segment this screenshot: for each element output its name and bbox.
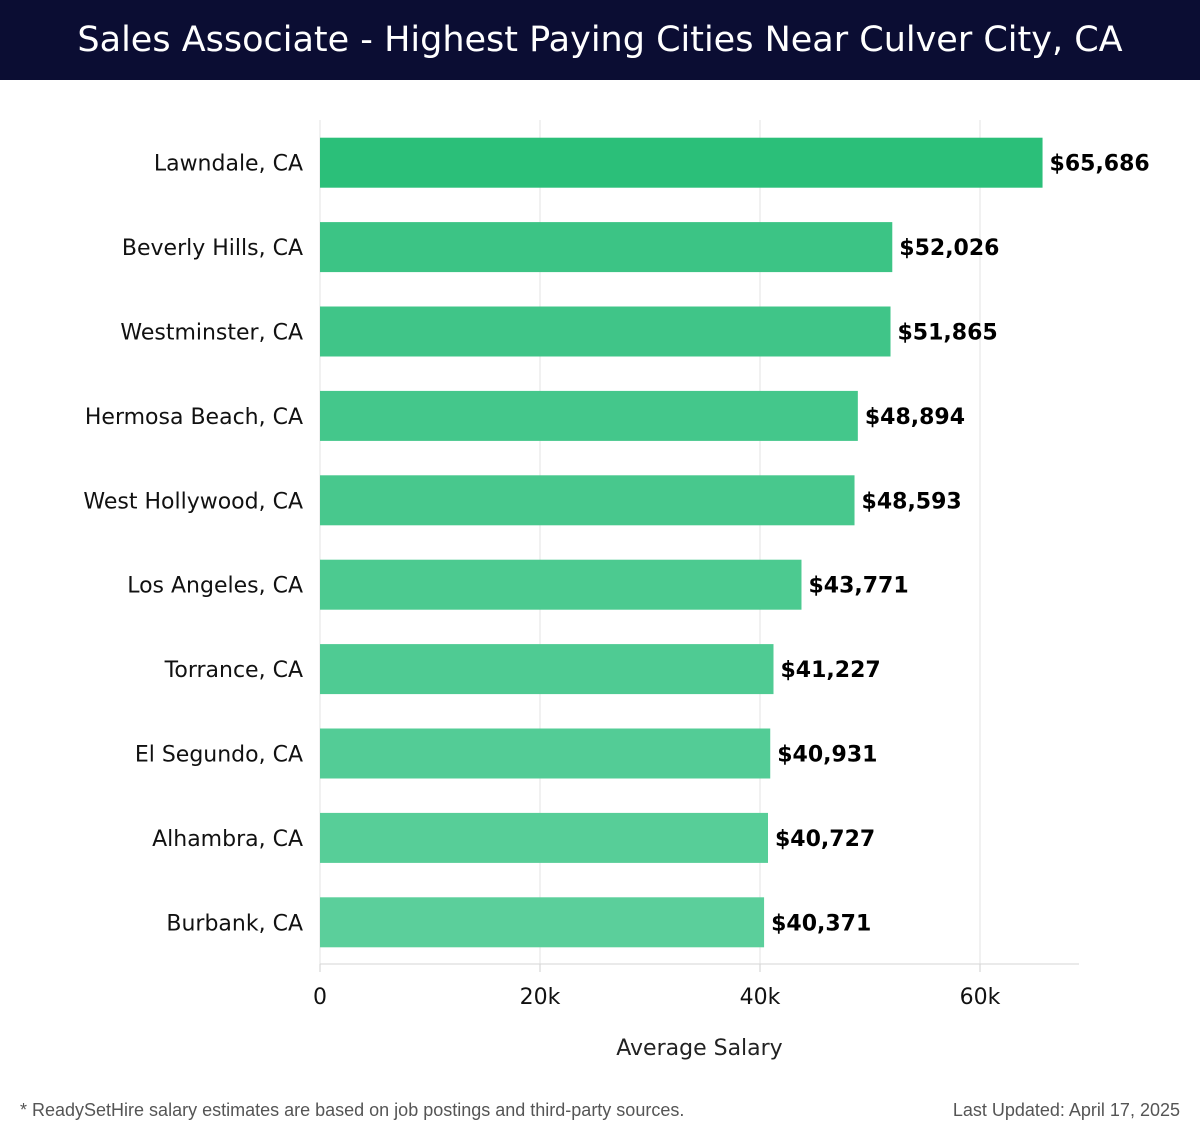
value-label: $40,371 <box>771 911 871 936</box>
value-label: $48,593 <box>862 489 962 514</box>
bar <box>320 475 855 526</box>
value-label: $48,894 <box>865 405 965 430</box>
category-label: West Hollywood, CA <box>83 489 303 514</box>
value-labels: $65,686 $52,026 $51,865 $48,894 $48,593 $43,7… <box>771 152 1150 937</box>
bar <box>320 222 893 273</box>
bar-chart: Lawndale, CA Beverly Hills, CA Westminster… <box>83 120 1150 1061</box>
bar <box>320 897 765 948</box>
x-tick-label: 20k <box>520 985 561 1010</box>
category-label: El Segundo, CA <box>135 743 303 768</box>
bar <box>320 644 774 695</box>
category-label: Burbank, CA <box>166 911 303 936</box>
x-tick-label: 40k <box>740 985 781 1010</box>
bar <box>320 306 891 357</box>
category-label: Los Angeles, CA <box>127 574 303 599</box>
bar <box>320 559 802 610</box>
chart-header: Sales Associate - Highest Paying Cities … <box>0 0 1200 80</box>
value-label: $40,931 <box>777 743 877 768</box>
x-tick-label: 0 <box>313 985 327 1010</box>
category-label: Lawndale, CA <box>154 152 303 177</box>
footer-note: * ReadySetHire salary estimates are base… <box>20 1100 685 1120</box>
category-label: Torrance, CA <box>164 658 303 683</box>
value-label: $52,026 <box>899 236 999 261</box>
bar <box>320 728 771 779</box>
category-label: Westminster, CA <box>120 321 303 346</box>
value-label: $40,727 <box>775 827 875 852</box>
category-label: Beverly Hills, CA <box>122 236 303 261</box>
category-labels: Lawndale, CA Beverly Hills, CA Westminster… <box>83 152 303 937</box>
value-label: $43,771 <box>808 574 908 599</box>
value-label: $51,865 <box>898 321 998 346</box>
category-label: Hermosa Beach, CA <box>85 405 303 430</box>
category-label: Alhambra, CA <box>152 827 303 852</box>
value-label: $65,686 <box>1050 152 1150 177</box>
bars <box>320 137 1043 948</box>
x-tick-label: 60k <box>960 985 1001 1010</box>
footer-updated: Last Updated: April 17, 2025 <box>952 1100 1180 1120</box>
bar <box>320 137 1043 188</box>
value-label: $41,227 <box>780 658 880 683</box>
x-axis-label: Average Salary <box>616 1036 782 1061</box>
chart-title: Sales Associate - Highest Paying Cities … <box>77 20 1123 60</box>
bar <box>320 390 858 441</box>
bar <box>320 812 768 863</box>
x-axis: 0 20k 40k 60k Average Salary <box>313 963 1079 1061</box>
